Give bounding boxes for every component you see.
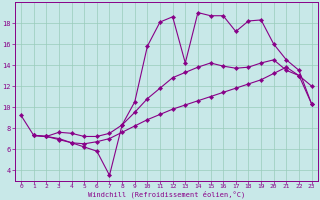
X-axis label: Windchill (Refroidissement éolien,°C): Windchill (Refroidissement éolien,°C) — [88, 190, 245, 198]
